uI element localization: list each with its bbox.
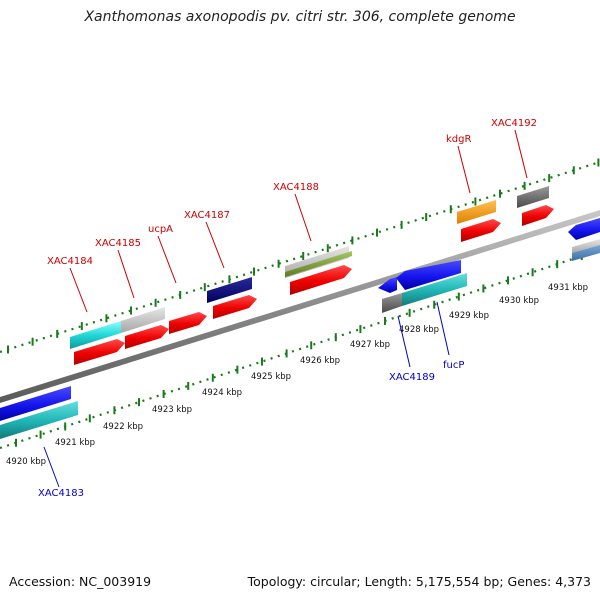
forward-gene-labels: XAC4184 XAC4185 ucpA XAC4187 XAC4188 kdg… xyxy=(47,118,537,313)
genome-summary-text: Topology: circular; Length: 5,175,554 bp… xyxy=(247,574,591,589)
gene-cds-kdgR[interactable] xyxy=(457,200,496,224)
gene-label-xac4187[interactable]: XAC4187 xyxy=(184,210,230,221)
leader-line-xac4189 xyxy=(397,315,411,368)
tick-label-4923: 4923 kbp xyxy=(152,405,192,415)
gene-arrow-right-edge[interactable] xyxy=(568,218,600,240)
gene-cds-xac4187[interactable] xyxy=(207,277,252,303)
leader-line-xac4183 xyxy=(43,446,60,488)
gene-arrow-xac4188[interactable] xyxy=(290,265,352,295)
gene-label-xac4184[interactable]: XAC4184 xyxy=(47,256,93,267)
tick-label-4920: 4920 kbp xyxy=(6,457,46,467)
feature-row-forward xyxy=(74,205,554,365)
leader-line-xac4192 xyxy=(514,129,528,179)
feature-row-reverse xyxy=(0,218,600,439)
tick-label-4922: 4922 kbp xyxy=(103,422,143,432)
leader-line-kdgR xyxy=(457,145,471,194)
accession-text: Accession: NC_003919 xyxy=(9,574,152,589)
leader-line-xac4184 xyxy=(69,267,88,313)
tick-label-4928: 4928 kbp xyxy=(399,325,439,335)
ruler-tick-labels: 4920 kbp 4921 kbp 4922 kbp 4923 kbp 4924… xyxy=(6,283,588,467)
gene-cds-xac4183[interactable] xyxy=(0,401,78,439)
gene-arrow-xac4185[interactable] xyxy=(125,325,169,349)
reverse-gene-labels: XAC4183 XAC4189 fucP xyxy=(38,301,464,499)
tick-label-4924: 4924 kbp xyxy=(202,388,242,398)
gene-label-kdgR[interactable]: kdgR xyxy=(446,134,471,145)
leader-line-xac4187 xyxy=(205,221,225,269)
tick-label-4931: 4931 kbp xyxy=(548,283,588,293)
gene-arrow-kdgR[interactable] xyxy=(461,219,501,242)
gene-cds-right-edge-steel[interactable] xyxy=(572,245,600,261)
gene-arrow-xac4189-small[interactable] xyxy=(378,277,397,293)
gene-label-xac4188[interactable]: XAC4188 xyxy=(273,182,319,193)
gene-label-xac4185[interactable]: XAC4185 xyxy=(95,238,141,249)
gene-label-ucpA[interactable]: ucpA xyxy=(148,224,173,235)
gene-cds-xac4189[interactable] xyxy=(382,293,402,313)
tick-label-4930: 4930 kbp xyxy=(499,296,539,306)
gene-cds-xac4192[interactable] xyxy=(517,186,549,208)
gene-cds-right-edge-gray[interactable] xyxy=(572,239,600,253)
tick-label-4926: 4926 kbp xyxy=(300,356,340,366)
gene-cds-xac4185[interactable] xyxy=(121,307,165,333)
tick-label-4927: 4927 kbp xyxy=(350,340,390,350)
tick-label-4929: 4929 kbp xyxy=(449,311,489,321)
lower-dotted-ruler xyxy=(0,248,600,450)
ruler-ticks xyxy=(7,158,600,447)
gene-cds-xac4184[interactable] xyxy=(70,321,121,349)
gene-cds-xac4188-band xyxy=(285,251,352,277)
leader-line-ucpA xyxy=(157,235,177,284)
leader-line-xac4188 xyxy=(294,193,312,242)
gene-arrow-xac4187[interactable] xyxy=(213,295,257,319)
gene-label-fucP[interactable]: fucP xyxy=(443,360,464,371)
feature-row-upper xyxy=(70,186,549,349)
genome-backbone xyxy=(0,210,600,403)
gene-arrow-xac4183[interactable] xyxy=(0,386,71,421)
gene-label-xac4183[interactable]: XAC4183 xyxy=(38,488,84,499)
leader-line-fucP xyxy=(436,301,450,356)
gene-arrow-fucP[interactable] xyxy=(396,260,461,290)
tick-label-4925: 4925 kbp xyxy=(251,372,291,382)
gene-label-xac4189[interactable]: XAC4189 xyxy=(389,372,435,383)
map-title: Xanthomonas axonopodis pv. citri str. 30… xyxy=(84,9,516,25)
gene-arrow-xac4192[interactable] xyxy=(522,205,554,226)
gene-label-xac4192[interactable]: XAC4192 xyxy=(491,118,537,129)
gene-arrow-ucpA[interactable] xyxy=(169,312,207,334)
gene-arrow-xac4184[interactable] xyxy=(74,339,125,365)
gene-cds-fucP[interactable] xyxy=(402,273,467,306)
tick-label-4921: 4921 kbp xyxy=(55,438,95,448)
leader-line-xac4185 xyxy=(117,249,135,299)
